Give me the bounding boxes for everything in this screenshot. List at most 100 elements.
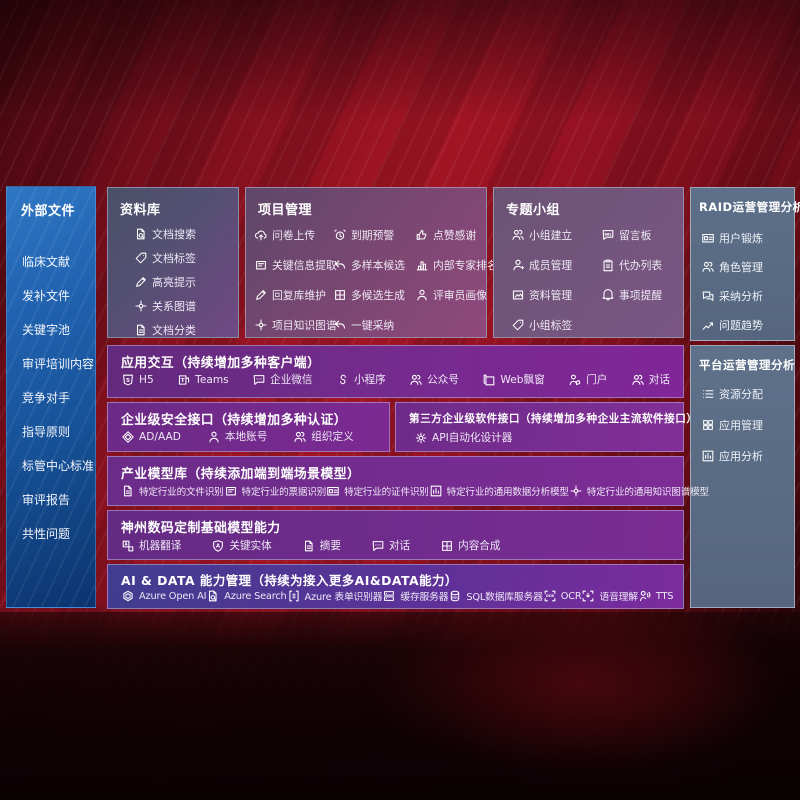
- platform-operation-analysis-panel: 平台运营管理分析 资源分配 应用管理 应用分析: [690, 345, 795, 608]
- feature-item: 采纳分析: [701, 288, 763, 304]
- multi-sample-icon: [334, 260, 346, 269]
- ad-aad-icon: [122, 430, 134, 443]
- aidata-items: Azure Open AI Azure Search Azure 表单识别器 缓存服务…: [121, 589, 673, 603]
- feature-label: Azure Search: [224, 590, 287, 602]
- openai-icon: [123, 590, 133, 602]
- feature-label: 高亮提示: [152, 276, 196, 289]
- feature-label: 项目知识图谱: [272, 319, 337, 332]
- feature-item: OCR OCR: [543, 589, 582, 603]
- feature-item: AD/AAD: [121, 430, 181, 444]
- feature-label: 到期预警: [351, 229, 395, 242]
- wechat-work-icon: [253, 374, 265, 385]
- svg-text:T: T: [181, 377, 185, 383]
- topic-groups-panel: 专题小组 小组建立 成员管理 资料管理 小组标签 BBS 留言板 代办列表 事项提醒: [493, 187, 684, 338]
- panel-title: RAID运营管理分析: [699, 200, 800, 214]
- feature-label: 本地账号: [224, 431, 268, 443]
- feature-item: 问题趋势: [701, 317, 763, 333]
- feature-label: 关键实体: [229, 540, 272, 552]
- reply-maintain-icon: [256, 290, 266, 300]
- row-title: AI & DATA 能力管理（持续为接入更多AI&DATA能力）: [121, 573, 458, 588]
- feature-item: 对话: [371, 538, 410, 553]
- feature-item: 高亮提示: [134, 274, 196, 290]
- feature-label: 事项提醒: [619, 289, 663, 302]
- feature-item: 文档分类: [134, 322, 196, 338]
- h5-icon: 5: [123, 374, 133, 385]
- sidebar-item: 竞争对手: [22, 391, 71, 405]
- feature-item: 小程序: [336, 372, 386, 387]
- raid-list: 用户锻炼角色管理采纳分析问题趋势: [701, 230, 763, 333]
- feature-item: 缓存服务器: [382, 589, 449, 603]
- feature-item: 用户锻炼: [701, 230, 763, 246]
- row-title: 神州数码定制基础模型能力: [121, 521, 281, 536]
- svg-text:SQL: SQL: [452, 595, 459, 599]
- feature-label: 问卷上传: [272, 229, 316, 242]
- feature-label: 问题趋势: [719, 319, 763, 332]
- platform-list: 资源分配 应用管理 应用分析: [701, 386, 763, 464]
- feature-item: 5 H5: [121, 373, 154, 387]
- feature-label: 留言板: [619, 229, 652, 242]
- feature-item: 多候选生成: [333, 287, 405, 303]
- feature-item: 成员管理: [511, 257, 572, 273]
- feature-label: 摘要: [319, 540, 341, 552]
- feature-item: 公众号: [409, 372, 459, 387]
- app-interaction-row: 应用交互（持续增加多种客户端） 5 H5 T Teams 企业微信 小程序 公众号 Web飘窗…: [107, 345, 684, 398]
- member-manage-icon: [513, 259, 525, 271]
- feature-label: 小组标签: [529, 319, 573, 332]
- feature-label: Web飘窗: [500, 374, 545, 386]
- library-panel: 资料库 文档搜索 文档标签 高亮提示 关系图谱 文档分类: [107, 187, 239, 338]
- feature-label: 评审员画像: [433, 289, 487, 302]
- sidebar-item: 发补文件: [22, 289, 71, 303]
- feature-label: 代办列表: [619, 259, 663, 272]
- project-column-2: 到期预警 多样本候选 多候选生成 一键采纳: [333, 227, 405, 333]
- file-recog-icon: [123, 485, 132, 497]
- feature-item: Azure Search: [206, 589, 287, 603]
- feature-label: 应用管理: [719, 419, 763, 432]
- feature-item: 对话: [631, 372, 670, 387]
- ocr-icon: OCR: [544, 590, 556, 602]
- feature-item: Azure 表单识别器: [287, 589, 383, 603]
- feature-label: OCR: [560, 590, 582, 602]
- cert-recog-icon: [327, 486, 339, 496]
- group-tag-icon: [512, 319, 524, 331]
- feature-item: A 机器翻译: [121, 538, 181, 553]
- content-compose-icon: [442, 540, 453, 551]
- feature-label: AD/AAD: [139, 430, 181, 443]
- summary-icon: [304, 540, 313, 551]
- sidebar-item: 标管中心标准: [22, 459, 95, 473]
- portal-icon: [569, 374, 581, 385]
- feature-label: 特定行业的证件识别: [344, 487, 429, 498]
- feature-item: 关键信息提取: [254, 257, 337, 273]
- feature-label: 特定行业的文件识别: [139, 487, 224, 498]
- due-alarm-icon: [334, 229, 346, 240]
- feature-label: 对话: [388, 540, 411, 552]
- svg-text:BBS: BBS: [604, 232, 612, 236]
- panel-title: 平台运营管理分析: [699, 358, 795, 372]
- speech-understand-icon: [583, 590, 594, 602]
- svg-text:A: A: [216, 543, 221, 549]
- feature-label: 组织定义: [311, 431, 354, 443]
- feature-label: Teams: [195, 373, 229, 386]
- feature-item: 小组建立: [511, 227, 572, 243]
- external-files-list: 临床文献 发补文件 关键字池 审评培训内容 竞争对手 指导原则 标管中心标准 审评报告 共性问题: [7, 253, 95, 542]
- feature-label: API自动化设计器: [432, 432, 513, 444]
- thirdparty-software-row: 第三方企业级软件接口（持续增加多种企业主流软件接口） API自动化设计器: [395, 402, 697, 452]
- feature-item: 特定行业的通用数据分析模型: [429, 484, 569, 498]
- feature-item: 点赞感谢: [415, 227, 498, 243]
- feature-label: Azure Open AI: [139, 590, 207, 602]
- feature-item: 门户: [568, 372, 607, 387]
- feature-label: SQL数据库服务器: [466, 592, 543, 603]
- feature-item: 角色管理: [701, 259, 763, 275]
- feature-item: API自动化设计器: [414, 430, 512, 445]
- app-grid-icon: [703, 420, 713, 430]
- doc-tag-icon: [135, 252, 147, 264]
- feature-item: 代办列表: [601, 257, 662, 273]
- feature-label: 机器翻译: [139, 540, 182, 552]
- raid-operation-analysis-panel: RAID运营管理分析 用户锻炼角色管理采纳分析问题趋势: [690, 187, 800, 341]
- feature-label: 多候选生成: [351, 289, 405, 302]
- feature-label: 特定行业的通用数据分析模型: [446, 487, 569, 498]
- web-window-icon: [484, 374, 495, 385]
- feature-label: 采纳分析: [719, 290, 763, 303]
- feature-item: 评审员画像: [415, 287, 498, 303]
- doc-search-icon: [136, 228, 145, 240]
- doc-classify-icon: [136, 324, 145, 336]
